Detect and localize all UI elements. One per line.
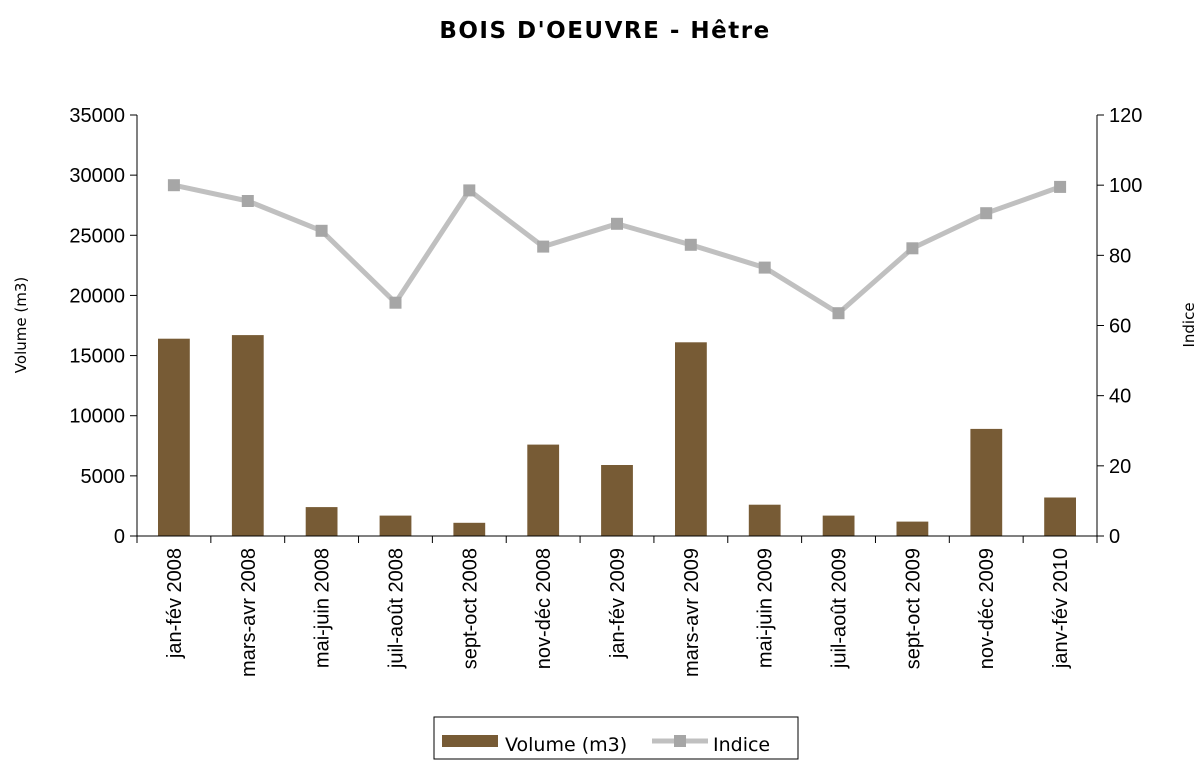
y-axis-title: Volume (m3) [12,277,30,373]
y-tick-label: 20000 [69,285,125,307]
y-tick-label: 30000 [69,165,125,187]
bar-volume [231,335,264,536]
x-tick-label: mai-juin 2009 [755,548,777,668]
bar-volume [1044,497,1076,536]
x-tick-label: jan-fév 2009 [607,548,629,659]
marker-indice [611,217,623,230]
x-tick-label: jan-fév 2008 [164,548,186,659]
marker-indice [389,296,402,309]
y2-tick-label: 60 [1109,316,1131,338]
bars-layer [158,335,1076,536]
bar-volume [305,507,338,536]
marker-indice [537,240,550,253]
line-layer [167,179,1067,320]
x-tick-label: nov-déc 2008 [533,548,555,669]
marker-indice [758,261,771,274]
y2-tick-label: 120 [1109,105,1142,127]
legend-marker-indice [674,735,686,747]
bar-volume [675,342,707,536]
marker-indice [906,242,919,255]
bar-volume [379,515,412,536]
bar-volume [601,465,633,536]
y2-tick-label: 20 [1109,456,1131,478]
y-tick-label: 35000 [69,105,125,127]
y2-tick-label: 80 [1109,245,1131,267]
y-tick-label: 10000 [69,406,125,428]
marker-indice [1054,180,1067,193]
x-tick-label: mai-juin 2008 [312,548,334,668]
x-tick-label: mars-avr 2008 [238,548,260,677]
line-indice [173,182,1061,316]
x-tick-label: janv-fév 2010 [1050,548,1072,669]
y-tick-label: 0 [114,526,125,548]
bar-volume [822,515,855,536]
marker-indice [463,184,476,197]
marker-indice [832,307,845,320]
bar-volume [527,444,560,536]
bar-volume [158,338,190,536]
y2-tick-label: 40 [1109,386,1131,408]
marker-indice [684,238,697,251]
x-tick-label: sept-oct 2009 [902,548,924,669]
marker-indice [980,207,993,220]
bar-volume [896,521,929,536]
bar-volume [453,522,486,536]
bar-volume [970,428,1003,536]
x-tick-label: sept-oct 2008 [459,548,481,669]
y-tick-label: 15000 [69,346,125,368]
x-tick-label: juil-août 2008 [386,548,408,669]
y2-tick-label: 100 [1109,175,1142,197]
y2-tick-label: 0 [1109,526,1120,548]
y2-axis-title: Indice [1180,302,1197,347]
chart-title: BOIS D'OEUVRE - Hêtre [439,18,770,44]
marker-indice [167,179,180,192]
marker-indice [315,224,328,237]
legend: Volume (m3) Indice [433,716,799,760]
y-tick-label: 5000 [81,466,126,488]
y-tick-label: 25000 [69,225,125,247]
marker-indice [241,195,254,207]
x-tick-label: mars-avr 2009 [681,548,703,677]
legend-label-indice: Indice [713,734,770,756]
legend-label-volume: Volume (m3) [505,734,627,756]
axes-layer: 0 5000 10000 15000 20000 25000 30000 35000 0 20 40… [69,105,1142,677]
x-tick-label: juil-août 2009 [829,548,851,669]
bar-volume [748,504,781,536]
x-tick-label: nov-déc 2009 [976,548,998,669]
legend-swatch-volume [442,735,498,747]
